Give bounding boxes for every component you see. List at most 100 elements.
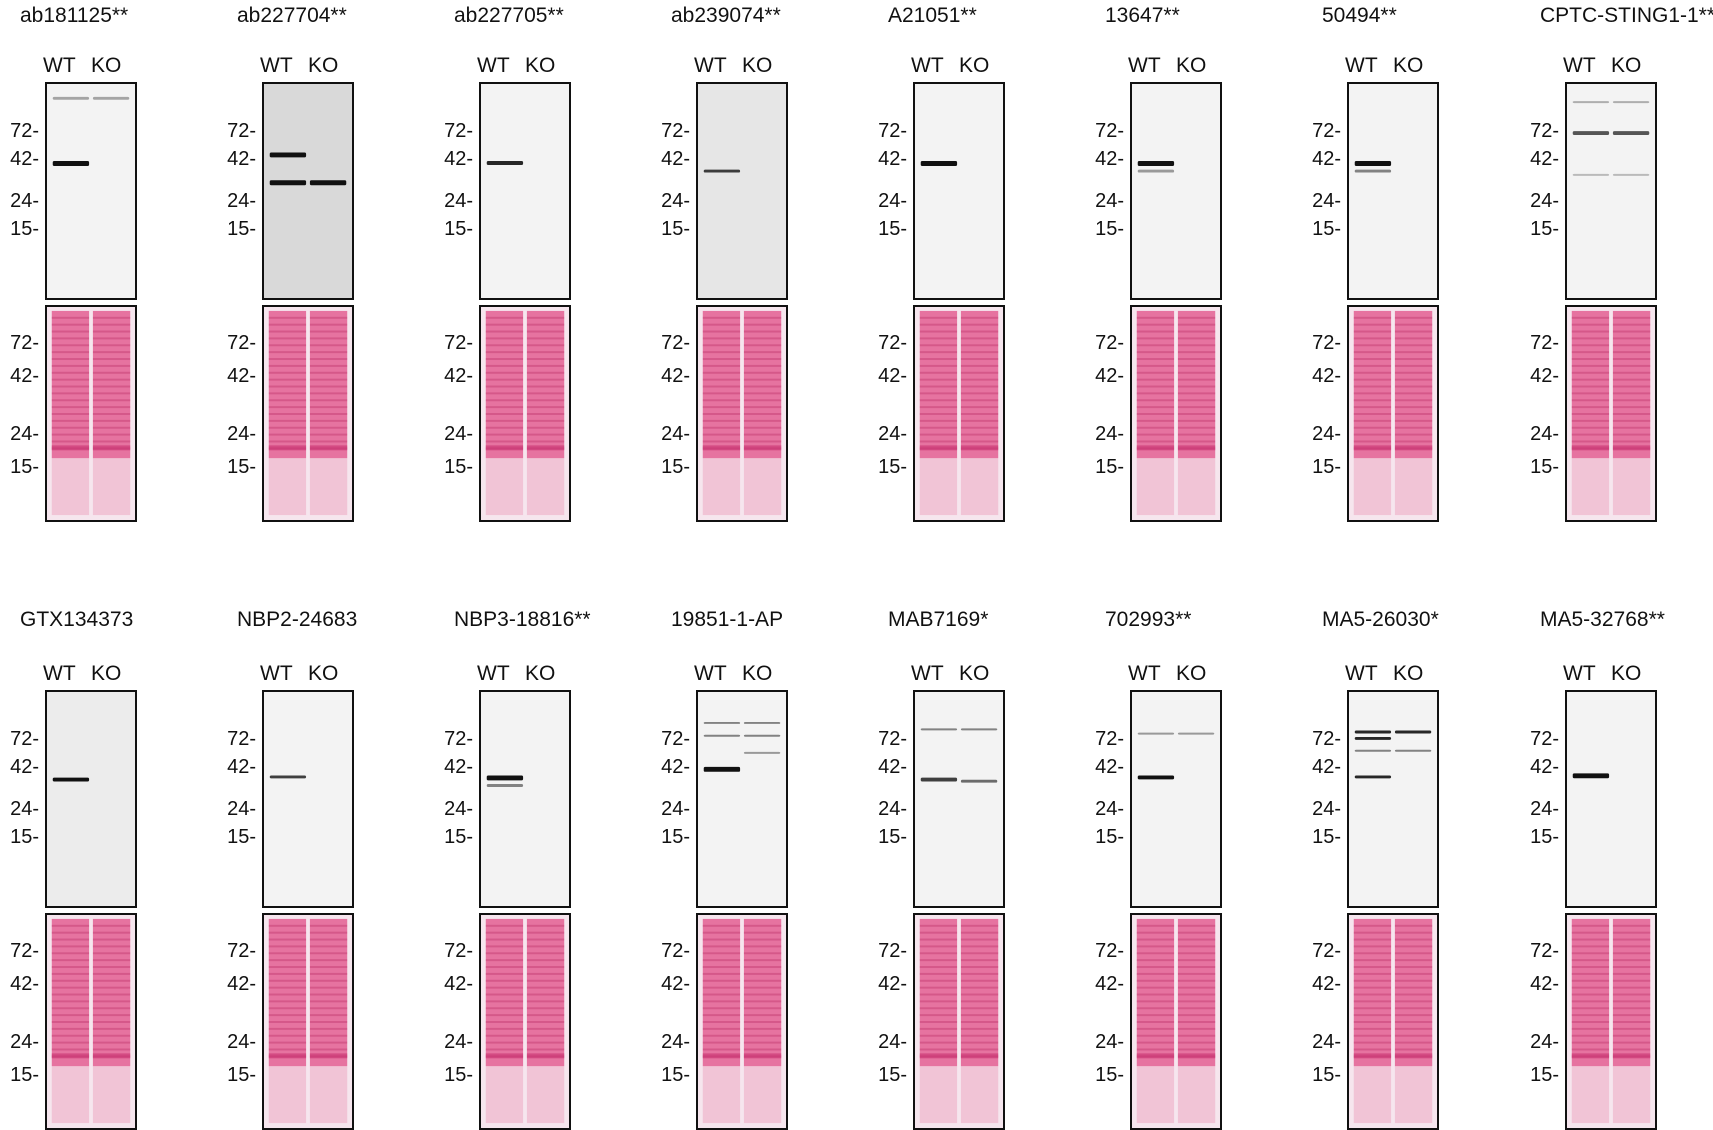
ponceau-band-low: [268, 1053, 307, 1059]
ponceau-band: [743, 952, 782, 955]
ponceau-band: [526, 952, 565, 955]
protein-band: [486, 775, 524, 781]
ponceau-band: [743, 959, 782, 962]
antibody-title: GTX134373: [20, 608, 134, 631]
ponceau-band: [1612, 440, 1651, 443]
ponceau-band: [268, 316, 307, 319]
ponceau-band: [51, 392, 90, 395]
ponceau-band: [702, 337, 741, 340]
lane-label-ko: KO: [91, 662, 122, 685]
mw-marker: 15-: [1530, 455, 1559, 478]
ponceau-stain-image: [1347, 913, 1439, 1130]
antibody-title: 50494**: [1322, 4, 1397, 27]
ponceau-band: [1177, 1021, 1216, 1023]
ponceau-band: [1394, 945, 1433, 948]
ponceau-band: [51, 406, 90, 409]
lane-label-wt: WT: [477, 662, 510, 685]
ponceau-band: [1571, 440, 1610, 443]
mw-marker: 42-: [10, 148, 39, 171]
ponceau-band: [1571, 419, 1610, 422]
protein-band: [703, 169, 741, 173]
ponceau-band: [1353, 945, 1392, 948]
ponceau-band-low: [960, 445, 999, 451]
ponceau-lane-lower: [1136, 458, 1175, 516]
ponceau-lane: [743, 310, 782, 459]
ponceau-band: [1353, 1000, 1392, 1003]
protein-band: [920, 777, 958, 782]
ponceau-band: [1571, 945, 1610, 948]
lane-label-wt: WT: [911, 54, 944, 77]
ponceau-band: [1612, 358, 1651, 361]
protein-band: [309, 180, 347, 186]
protein-band: [960, 779, 998, 783]
mw-marker: 42-: [661, 756, 690, 779]
ponceau-band: [743, 413, 782, 415]
mw-marker: 24-: [1312, 797, 1341, 820]
ponceau-band-low: [309, 1053, 348, 1059]
ponceau-band: [1177, 938, 1216, 941]
ponceau-band: [268, 993, 307, 996]
ponceau-band-low: [919, 445, 958, 451]
mw-marker: 42-: [444, 972, 473, 995]
protein-band: [1137, 161, 1175, 166]
ponceau-svg: [1353, 918, 1433, 1124]
ponceau-band: [1612, 378, 1651, 381]
ponceau-band: [51, 924, 90, 927]
ponceau-band-low: [485, 445, 524, 451]
mw-marker: 42-: [1312, 972, 1341, 995]
ponceau-band: [743, 972, 782, 975]
ponceau-band: [1612, 371, 1651, 374]
ponceau-band: [51, 399, 90, 402]
ponceau-band: [919, 924, 958, 927]
antibody-title: MA5-32768**: [1540, 608, 1665, 631]
ponceau-lane-lower: [743, 458, 782, 516]
ponceau-stain-image: [913, 305, 1005, 522]
mw-marker: 42-: [444, 756, 473, 779]
ponceau-lane-lower: [268, 458, 307, 516]
ponceau-band: [92, 1014, 131, 1017]
ponceau-band: [485, 959, 524, 962]
ponceau-band: [1177, 1000, 1216, 1003]
ponceau-band: [485, 364, 524, 367]
antibody-title: 13647**: [1105, 4, 1180, 27]
ponceau-lane-lower: [92, 458, 131, 516]
ponceau-band: [702, 993, 741, 996]
ponceau-band: [1136, 1034, 1175, 1037]
ponceau-band: [51, 952, 90, 955]
ponceau-lane: [1394, 918, 1433, 1067]
mw-marker: 15-: [1095, 218, 1124, 241]
ponceau-stain-image: [1130, 305, 1222, 522]
ponceau-band: [51, 959, 90, 962]
ponceau-band: [51, 1021, 90, 1023]
antibody-title: CPTC-STING1-1**: [1540, 4, 1713, 27]
ponceau-band: [526, 1014, 565, 1017]
ponceau-band: [92, 1027, 131, 1030]
ponceau-band: [51, 931, 90, 934]
ponceau-band-low: [743, 445, 782, 451]
ponceau-band: [1612, 392, 1651, 395]
ponceau-lane-lower: [1571, 458, 1610, 516]
ponceau-band: [1612, 1007, 1651, 1010]
mw-marker: 24-: [227, 423, 256, 446]
protein-band: [1572, 131, 1610, 136]
ponceau-band: [1136, 371, 1175, 374]
mw-marker: 15-: [227, 218, 256, 241]
ponceau-band: [1571, 364, 1610, 367]
ponceau-band: [1612, 426, 1651, 429]
ponceau-band: [268, 351, 307, 354]
ponceau-band: [1177, 1034, 1216, 1037]
ponceau-lane-lower: [526, 1066, 565, 1124]
mw-marker: 24-: [1095, 1031, 1124, 1054]
mw-marker: 42-: [661, 148, 690, 171]
protein-band: [1572, 101, 1610, 104]
ponceau-band: [1394, 993, 1433, 996]
ponceau-band: [309, 385, 348, 388]
ponceau-band: [1612, 945, 1651, 948]
mw-marker: 24-: [661, 1031, 690, 1054]
lane-label-wt: WT: [477, 54, 510, 77]
ponceau-band: [960, 952, 999, 955]
ponceau-band: [960, 392, 999, 395]
ponceau-band: [526, 1027, 565, 1030]
mw-marker: 72-: [10, 332, 39, 355]
ponceau-band: [268, 938, 307, 941]
